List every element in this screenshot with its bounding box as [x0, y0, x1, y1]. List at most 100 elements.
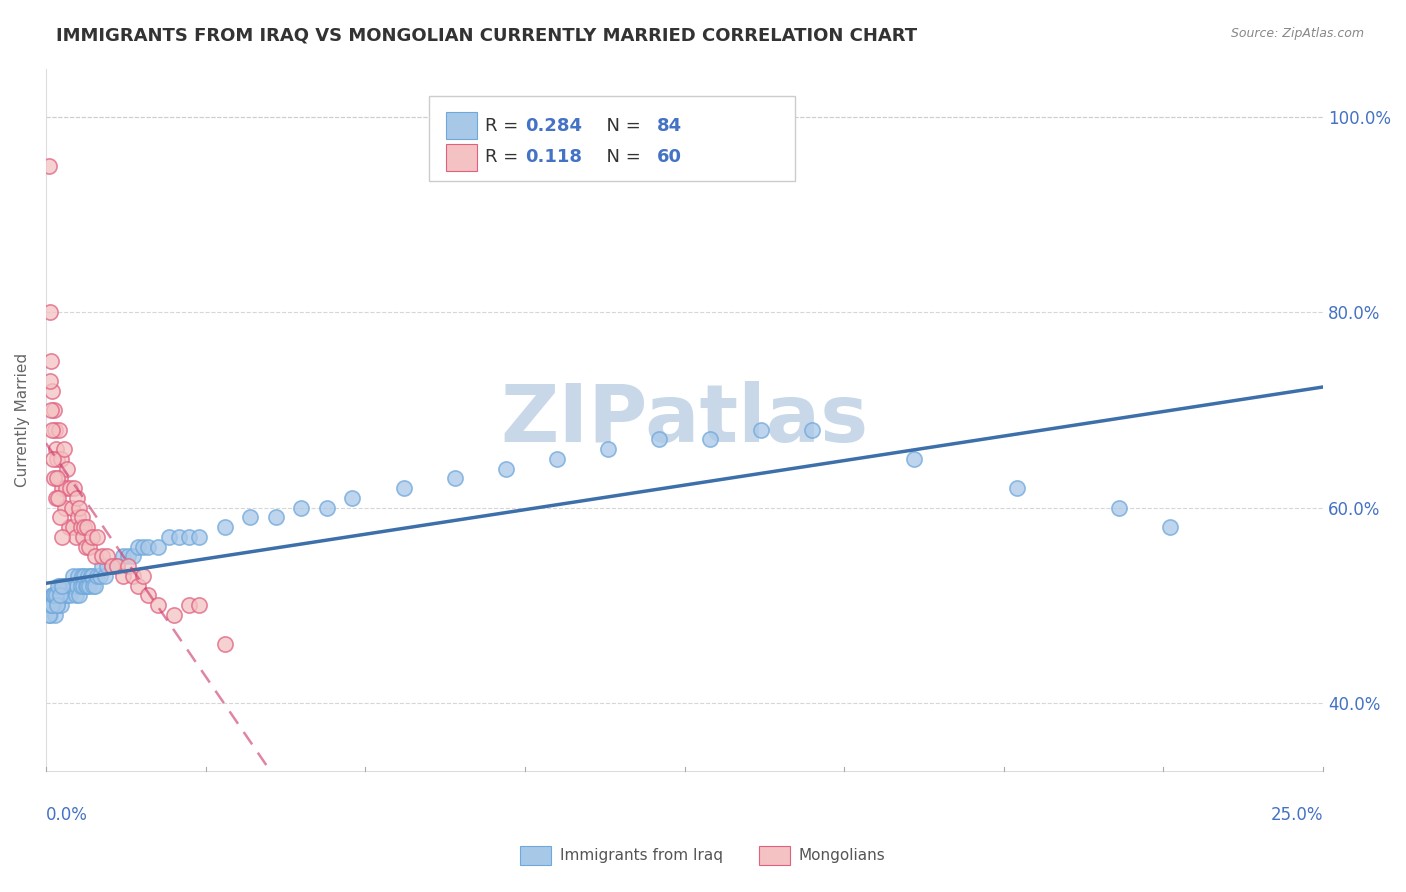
Point — [46, 579, 69, 593]
Y-axis label: Currently Married: Currently Married — [15, 352, 30, 487]
Point — [41, 384, 63, 398]
Text: 84: 84 — [657, 117, 682, 135]
Point — [75, 540, 97, 554]
Point — [63, 579, 86, 593]
Point — [62, 520, 84, 534]
Point — [96, 549, 118, 564]
Point — [75, 579, 97, 593]
Point — [55, 589, 77, 603]
Point — [69, 520, 91, 534]
Point — [1005, 481, 1028, 495]
Point — [39, 607, 62, 622]
Point — [107, 559, 129, 574]
Point — [70, 569, 93, 583]
Point — [44, 423, 66, 437]
Point — [1108, 500, 1130, 515]
Point — [67, 589, 90, 603]
Point — [127, 540, 149, 554]
Point — [45, 442, 67, 456]
Point — [51, 451, 73, 466]
Point — [45, 589, 67, 603]
Point — [72, 530, 94, 544]
Point — [65, 589, 87, 603]
Point — [91, 559, 114, 574]
Point — [443, 471, 465, 485]
Text: R =: R = — [485, 117, 524, 135]
Point — [136, 589, 159, 603]
Point — [38, 374, 60, 388]
Point — [177, 599, 200, 613]
Point — [86, 569, 108, 583]
Point — [46, 599, 69, 613]
Point — [49, 579, 72, 593]
Point — [111, 549, 134, 564]
Point — [60, 500, 83, 515]
Point — [214, 637, 236, 651]
Point — [38, 599, 60, 613]
Point — [163, 607, 186, 622]
Point — [44, 607, 66, 622]
Point — [546, 451, 568, 466]
Point — [73, 569, 96, 583]
Point — [38, 607, 60, 622]
Point — [177, 530, 200, 544]
Point — [58, 579, 80, 593]
Text: 0.118: 0.118 — [524, 148, 582, 166]
Point — [65, 579, 87, 593]
Point — [45, 471, 67, 485]
Point — [132, 540, 155, 554]
Point — [45, 599, 67, 613]
Point — [39, 403, 62, 417]
Point — [101, 559, 124, 574]
Point — [67, 500, 90, 515]
Text: Source: ZipAtlas.com: Source: ZipAtlas.com — [1230, 27, 1364, 40]
Point — [188, 599, 211, 613]
FancyBboxPatch shape — [759, 846, 790, 865]
Point — [39, 354, 62, 368]
Point — [51, 579, 73, 593]
Text: N =: N = — [595, 148, 647, 166]
Point — [55, 579, 77, 593]
Point — [76, 569, 98, 583]
Point — [290, 500, 312, 515]
Text: R =: R = — [485, 148, 530, 166]
Point — [60, 579, 83, 593]
Point — [188, 530, 211, 544]
Text: IMMIGRANTS FROM IRAQ VS MONGOLIAN CURRENTLY MARRIED CORRELATION CHART: IMMIGRANTS FROM IRAQ VS MONGOLIAN CURREN… — [56, 27, 917, 45]
Point — [51, 481, 73, 495]
Point — [55, 500, 77, 515]
Point — [699, 433, 721, 447]
Point — [239, 510, 262, 524]
Point — [44, 589, 66, 603]
Point — [39, 599, 62, 613]
Point — [39, 599, 62, 613]
Point — [63, 481, 86, 495]
Point — [66, 569, 89, 583]
Point — [101, 559, 124, 574]
Point — [49, 589, 72, 603]
Point — [56, 461, 79, 475]
Text: ZIPatlas: ZIPatlas — [501, 381, 869, 458]
Point — [70, 510, 93, 524]
Point — [121, 549, 143, 564]
Point — [56, 589, 79, 603]
Point — [596, 442, 619, 456]
Text: 0.0%: 0.0% — [46, 806, 87, 824]
FancyBboxPatch shape — [446, 112, 477, 139]
Point — [59, 589, 82, 603]
Text: 25.0%: 25.0% — [1271, 806, 1323, 824]
Point — [121, 569, 143, 583]
Point — [58, 520, 80, 534]
Point — [48, 423, 70, 437]
Point — [73, 520, 96, 534]
Point — [39, 305, 62, 319]
Point — [41, 599, 63, 613]
Point — [80, 569, 103, 583]
Point — [167, 530, 190, 544]
Point — [264, 510, 287, 524]
Point — [801, 423, 824, 437]
Point — [82, 579, 104, 593]
Point — [46, 491, 69, 505]
Point — [111, 569, 134, 583]
Point — [69, 579, 91, 593]
